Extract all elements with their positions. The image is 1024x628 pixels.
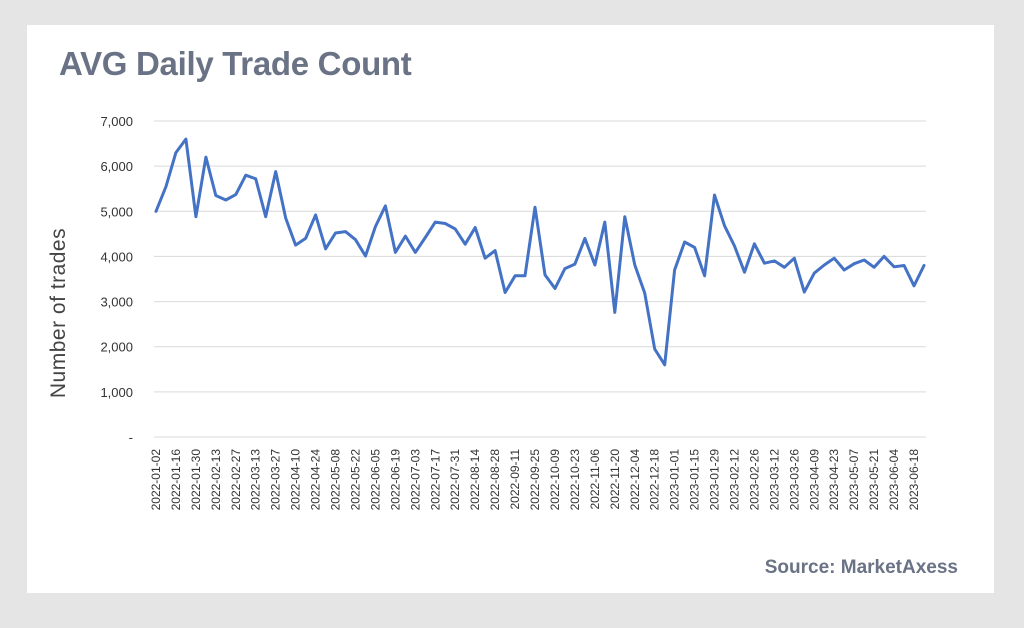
- x-tick-label: 2023-01-01: [668, 449, 682, 511]
- x-tick-label: 2023-01-29: [708, 449, 722, 511]
- x-tick-label: 2023-02-12: [727, 449, 741, 511]
- x-tick-label: 2023-01-15: [688, 449, 702, 511]
- x-tick-label: 2022-02-13: [209, 449, 223, 511]
- x-tick-label: 2023-02-26: [747, 449, 761, 511]
- x-tick-label: 2023-04-09: [807, 449, 821, 511]
- x-tick-label: 2023-06-18: [907, 449, 921, 511]
- x-tick-label: 2022-07-17: [428, 449, 442, 511]
- x-tick-label: 2022-02-27: [229, 449, 243, 511]
- x-tick-label: 2022-11-20: [608, 449, 622, 510]
- gridlines: [154, 120, 926, 438]
- y-tick-label: 3,000: [100, 295, 133, 310]
- x-tick-label: 2022-09-25: [528, 449, 542, 511]
- x-tick-label: 2023-06-04: [887, 449, 901, 511]
- y-tick-label: -: [129, 430, 133, 445]
- chart-card: AVG Daily Trade Count - 1,000 2,000 3,000 4,…: [27, 25, 994, 593]
- chart-title: AVG Daily Trade Count: [59, 45, 412, 82]
- x-tick-label: 2022-08-28: [488, 449, 502, 511]
- x-tick-label: 2022-11-06: [588, 449, 602, 510]
- x-tick-label: 2022-06-19: [388, 449, 402, 511]
- x-tick-label: 2023-03-26: [787, 449, 801, 511]
- x-axis-ticks: 2022-01-02 2022-01-16 2022-01-30 2022-02-13…: [149, 449, 921, 511]
- x-tick-label: 2022-03-27: [269, 449, 283, 511]
- source-note: Source: MarketAxess: [764, 557, 958, 578]
- x-tick-label: 2023-05-21: [867, 449, 881, 511]
- x-tick-label: 2022-10-09: [548, 449, 562, 511]
- y-tick-label: 7,000: [100, 114, 133, 129]
- y-tick-label: 5,000: [100, 204, 133, 219]
- y-axis-ticks: - 1,000 2,000 3,000 4,000 5,000 6,000 7,000: [100, 114, 133, 445]
- x-tick-label: 2022-03-13: [249, 449, 263, 511]
- series-line: [154, 137, 926, 367]
- x-tick-label: 2022-04-10: [289, 449, 303, 511]
- x-tick-label: 2022-10-23: [568, 449, 582, 511]
- line-chart: - 1,000 2,000 3,000 4,000 5,000 6,000 7,000 202…: [47, 114, 926, 511]
- x-tick-label: 2022-01-30: [189, 449, 203, 511]
- y-tick-label: 4,000: [100, 249, 133, 264]
- x-tick-label: 2022-12-18: [648, 449, 662, 511]
- y-axis-label: Number of trades: [47, 228, 70, 398]
- x-tick-label: 2022-01-02: [149, 449, 163, 511]
- x-tick-label: 2022-07-31: [448, 449, 462, 511]
- x-tick-label: 2022-07-03: [408, 449, 422, 511]
- y-tick-label: 1,000: [100, 385, 133, 400]
- x-tick-label: 2022-05-22: [348, 449, 362, 511]
- x-tick-label: 2022-08-14: [468, 449, 482, 511]
- x-tick-label: 2022-06-05: [368, 449, 382, 511]
- x-tick-label: 2022-09-11: [508, 449, 522, 510]
- y-tick-label: 2,000: [100, 340, 133, 355]
- x-tick-label: 2023-04-23: [827, 449, 841, 511]
- x-tick-label: 2022-04-24: [309, 449, 323, 511]
- x-tick-label: 2022-01-16: [169, 449, 183, 511]
- x-tick-label: 2023-05-07: [847, 449, 861, 511]
- x-tick-label: 2022-05-08: [329, 449, 343, 511]
- y-tick-label: 6,000: [100, 159, 133, 174]
- x-tick-label: 2022-12-04: [628, 449, 642, 511]
- x-tick-label: 2023-03-12: [767, 449, 781, 511]
